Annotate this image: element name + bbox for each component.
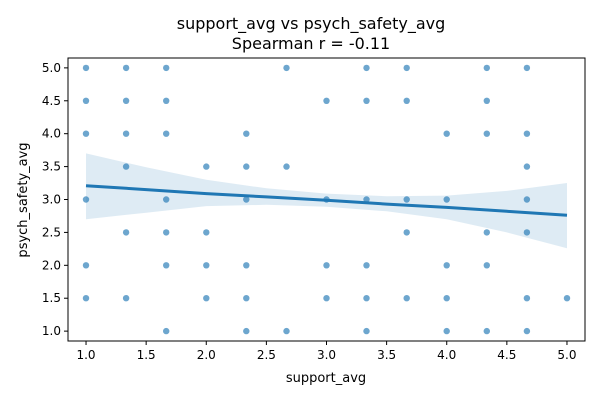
y-tick-label: 5.0 <box>42 61 61 75</box>
data-point <box>163 196 170 203</box>
data-point <box>122 64 130 72</box>
data-point <box>203 229 210 236</box>
data-point <box>443 262 450 269</box>
data-point <box>363 97 370 105</box>
x-tick-label: 3.5 <box>377 348 396 362</box>
data-point <box>243 163 250 170</box>
x-axis: 1.0 1.5 2.0 2.5 3.0 3.5 4.0 4.5 5.0 <box>76 341 577 362</box>
data-point <box>483 229 490 236</box>
y-tick-label: 3.0 <box>42 193 61 207</box>
data-point <box>163 97 170 105</box>
data-point <box>363 295 370 302</box>
data-point <box>243 327 250 335</box>
y-tick-label: 4.0 <box>42 127 61 141</box>
x-tick-label: 4.0 <box>437 348 456 362</box>
x-axis-label: support_avg <box>286 371 366 386</box>
data-point <box>523 196 531 203</box>
data-point <box>523 64 531 72</box>
chart-title-line2: Spearman r = -0.11 <box>232 34 390 53</box>
data-point <box>363 327 370 335</box>
data-point <box>82 64 90 72</box>
data-point <box>283 327 290 335</box>
data-point <box>483 327 490 335</box>
y-axis: 1.0 1.5 2.0 2.5 3.0 3.5 4.0 4.5 5.0 <box>42 61 68 338</box>
data-point <box>403 196 410 203</box>
data-point <box>403 64 410 72</box>
data-point <box>283 64 290 72</box>
data-point <box>163 130 170 137</box>
data-point <box>483 262 490 269</box>
data-point <box>243 196 250 203</box>
data-point <box>523 130 531 137</box>
data-point <box>523 327 531 335</box>
data-point <box>523 295 531 302</box>
plot-area <box>82 64 571 335</box>
data-point <box>203 163 210 170</box>
data-point <box>403 229 410 236</box>
data-point <box>483 64 490 72</box>
data-point <box>363 196 370 203</box>
data-point <box>163 64 170 72</box>
data-point <box>82 130 90 137</box>
data-point <box>243 295 250 302</box>
data-point <box>443 327 450 335</box>
data-point <box>323 295 330 302</box>
x-tick-label: 4.5 <box>497 348 516 362</box>
data-point <box>122 163 130 170</box>
data-point <box>443 196 450 203</box>
data-point <box>82 262 90 269</box>
chart-title-line1: support_avg vs psych_safety_avg <box>177 14 446 34</box>
data-point <box>563 295 571 302</box>
data-point <box>403 97 410 105</box>
x-tick-label: 1.5 <box>137 348 156 362</box>
data-point <box>163 327 170 335</box>
data-point <box>82 97 90 105</box>
data-point <box>523 163 531 170</box>
data-point <box>403 295 410 302</box>
data-point <box>323 262 330 269</box>
data-point <box>363 262 370 269</box>
data-point <box>443 130 450 137</box>
data-point <box>122 97 130 105</box>
data-point <box>443 295 450 302</box>
y-tick-label: 4.5 <box>42 94 61 108</box>
x-tick-label: 1.0 <box>76 348 95 362</box>
data-point <box>122 229 130 236</box>
y-tick-label: 1.5 <box>42 291 61 305</box>
x-tick-label: 2.5 <box>257 348 276 362</box>
data-point <box>243 130 250 137</box>
data-point <box>122 130 130 137</box>
data-point <box>82 196 90 203</box>
x-tick-label: 2.0 <box>197 348 216 362</box>
data-point <box>163 229 170 236</box>
data-point <box>483 97 490 105</box>
y-tick-label: 1.0 <box>42 324 61 338</box>
data-point <box>483 130 490 137</box>
data-point <box>243 262 250 269</box>
data-point <box>203 262 210 269</box>
y-axis-label: psych_safety_avg <box>16 142 31 257</box>
data-point <box>82 295 90 302</box>
x-tick-label: 5.0 <box>557 348 576 362</box>
data-point <box>523 229 531 236</box>
data-point <box>163 262 170 269</box>
data-point <box>122 295 130 302</box>
data-point <box>363 64 370 72</box>
data-point <box>203 295 210 302</box>
y-tick-label: 2.5 <box>42 225 61 239</box>
regression-line <box>85 184 568 217</box>
x-tick-label: 3.0 <box>317 348 336 362</box>
data-point <box>283 163 290 170</box>
data-point <box>323 97 330 105</box>
y-tick-label: 2.0 <box>42 258 61 272</box>
y-tick-label: 3.5 <box>42 160 61 174</box>
